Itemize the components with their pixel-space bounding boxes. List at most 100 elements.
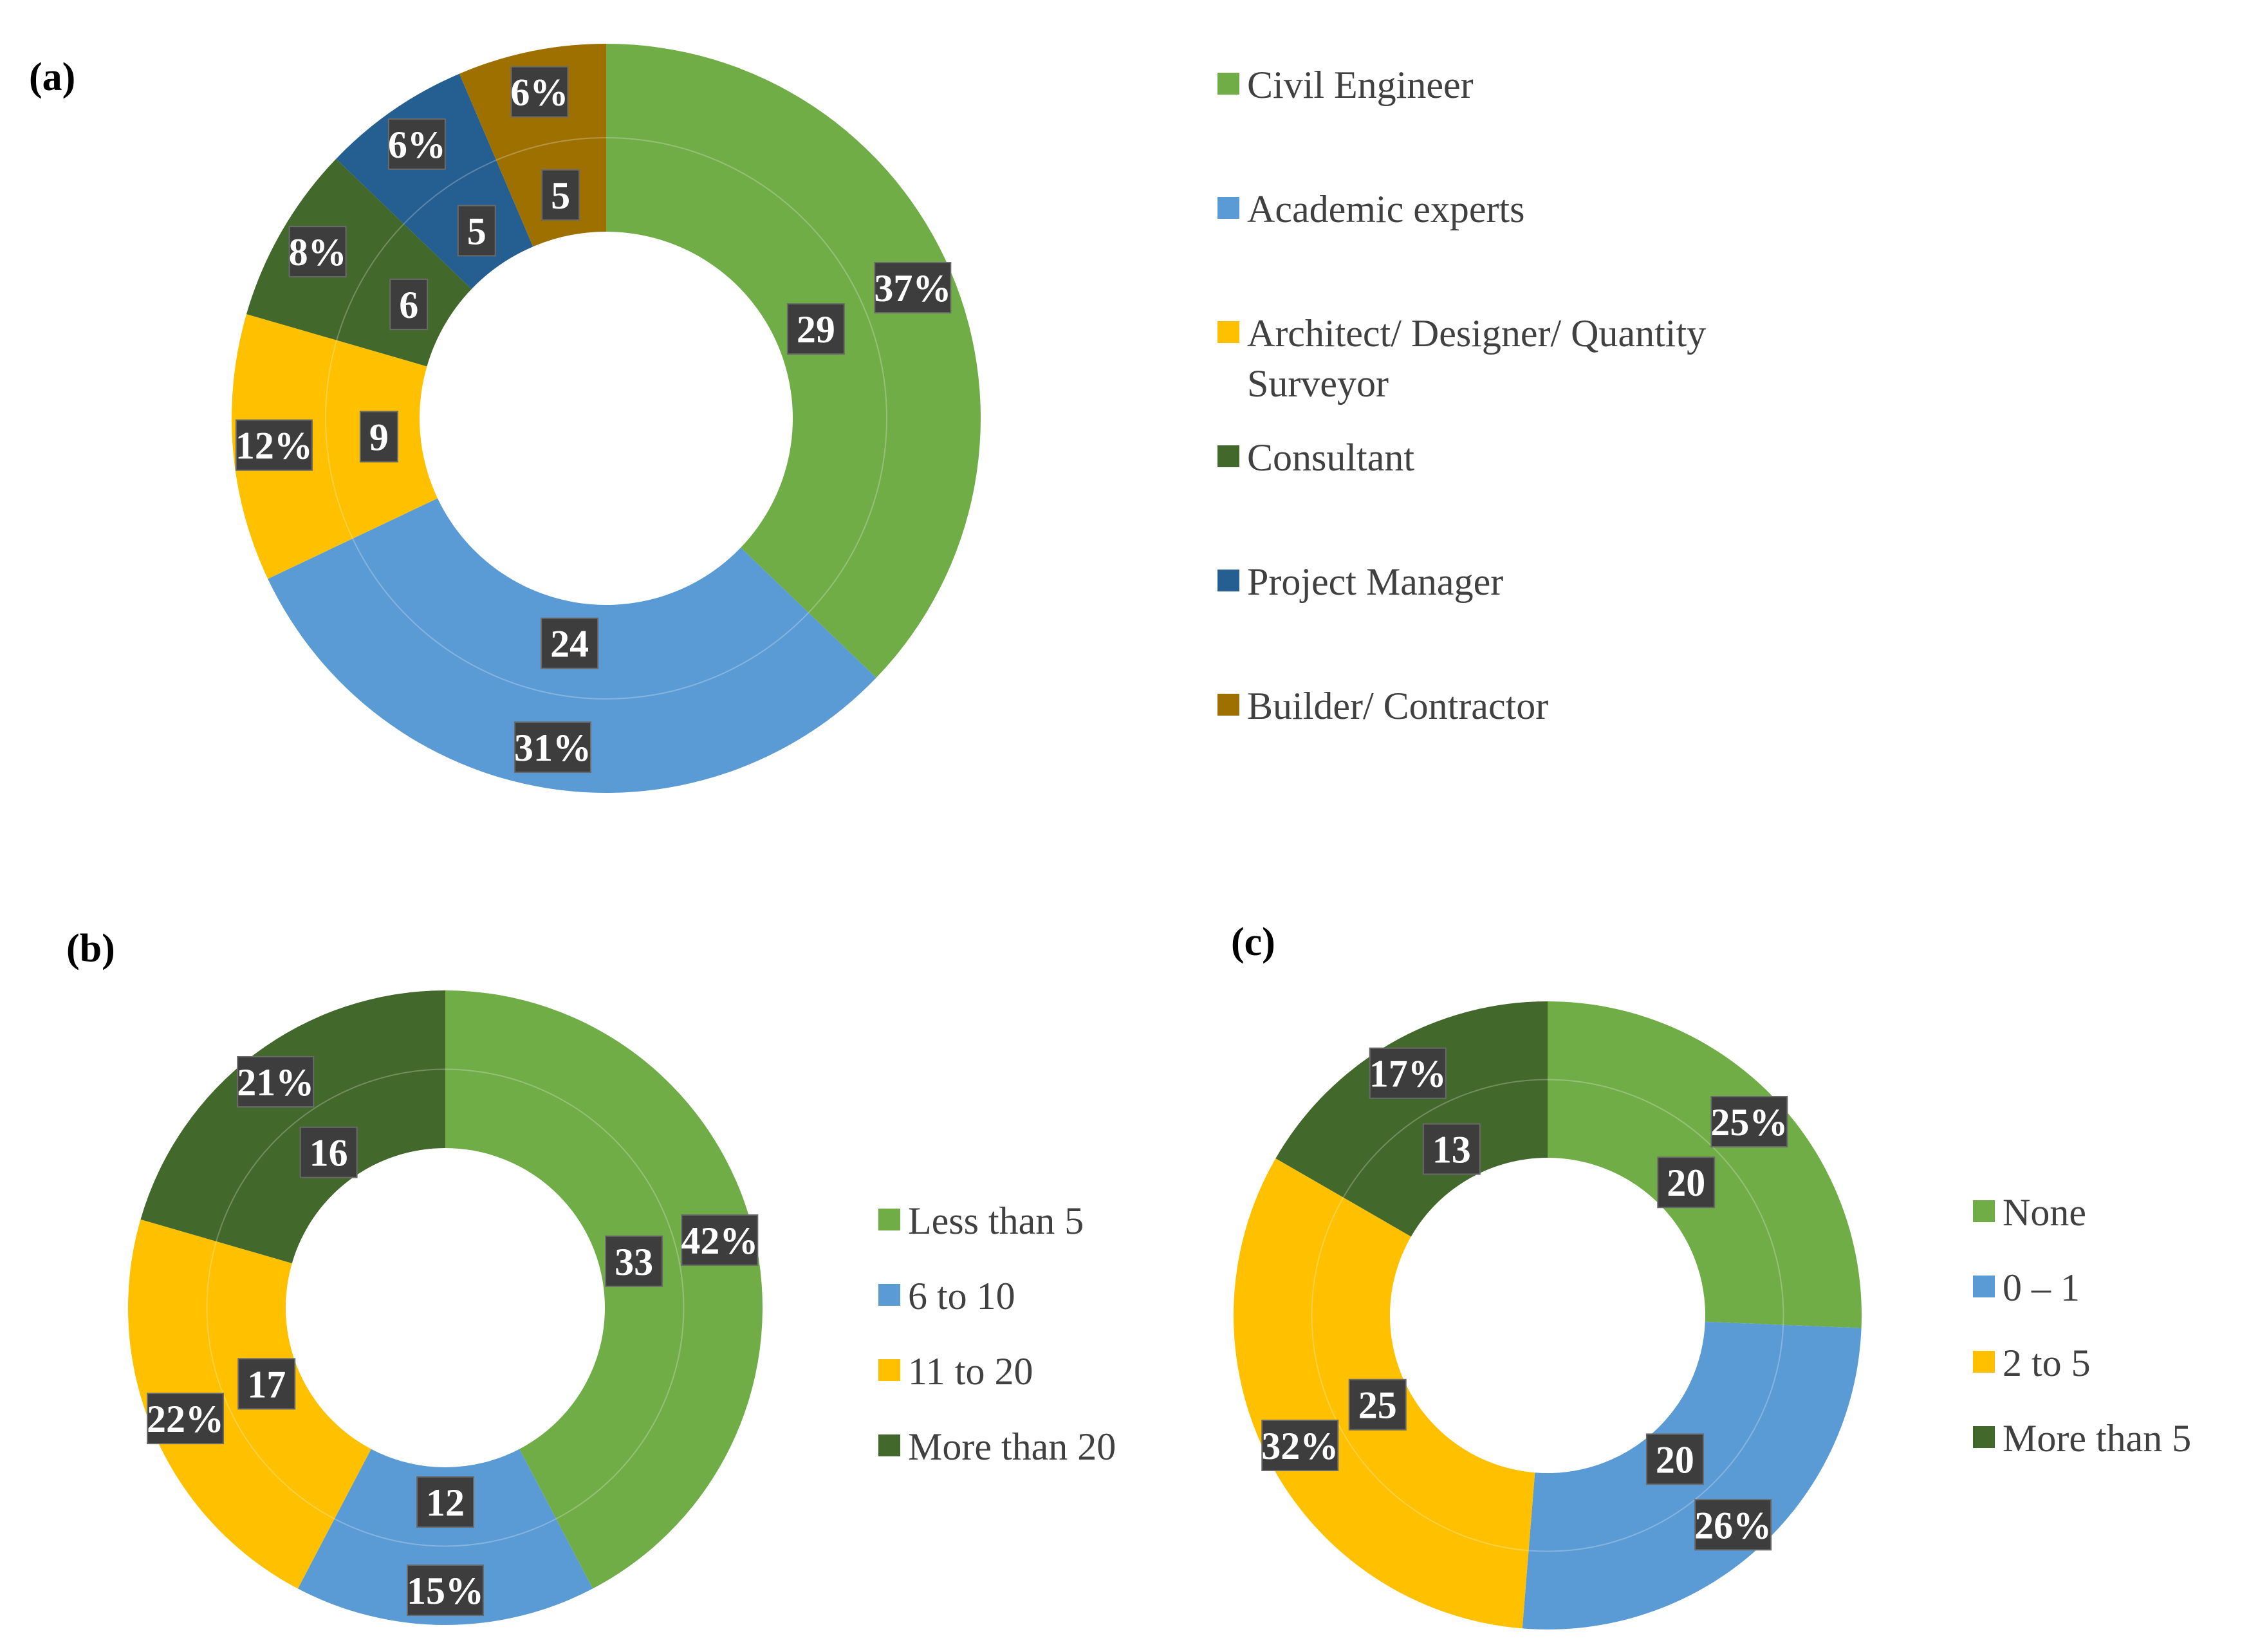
value-label: 12: [416, 1476, 474, 1528]
value-label-box: [457, 205, 496, 257]
series-divider-ring: [206, 1068, 685, 1547]
legend-label: 6 to 10: [908, 1275, 1015, 1317]
percent-label: 37%: [874, 262, 952, 314]
value-label: 20: [1645, 1433, 1704, 1485]
legend-swatch: [1217, 445, 1239, 467]
percent-label-text: 6%: [510, 71, 568, 114]
value-label: 17: [237, 1358, 296, 1410]
panel-label: (c): [1231, 920, 1275, 964]
value-label: 25: [1348, 1378, 1407, 1431]
legend-label: 2 to 5: [2003, 1342, 2091, 1384]
donut-chart-2: (b) 33 42% 12 15% 17 22% 16 21% Less than 5 6 to 1…: [66, 927, 1116, 1625]
value-label: 29: [786, 303, 845, 355]
percent-label-text: 17%: [1369, 1053, 1447, 1095]
value-label: 5: [457, 205, 496, 257]
legend-swatch: [1973, 1276, 1995, 1297]
percent-label-box: [1261, 1419, 1339, 1471]
panel-label: (a): [29, 55, 75, 99]
legend-label: Builder/ Contractor: [1247, 685, 1548, 727]
percent-label-box: [147, 1393, 225, 1445]
percent-label-box: [510, 66, 569, 118]
value-label-box: [389, 278, 429, 330]
legend-item: Project Manager: [1217, 561, 1503, 603]
percent-label: 6%: [387, 118, 446, 170]
percent-label: 15%: [407, 1564, 484, 1617]
legend-item: More than 20: [878, 1425, 1116, 1468]
value-label-box: [1657, 1156, 1716, 1209]
legend-label: More than 5: [2003, 1417, 2191, 1460]
donut-data-labels: 29 37% 24 31% 9 12% 6 8% 5 6% 5 6%: [235, 66, 952, 774]
percent-label-text: 15%: [407, 1570, 484, 1612]
legend-item: More than 5: [1973, 1417, 2191, 1460]
legend-label: Civil Engineer: [1247, 64, 1474, 106]
legend-swatch: [878, 1284, 900, 1306]
legend-label: Surveyor: [1247, 362, 1389, 405]
legend: Less than 5 6 to 10 11 to 20 More than 20: [878, 1200, 1116, 1468]
legend-swatch: [878, 1209, 900, 1230]
value-label-box: [541, 617, 599, 669]
value-label-text: 25: [1358, 1384, 1397, 1427]
value-label: 24: [541, 617, 599, 669]
percent-label: 32%: [1261, 1419, 1339, 1471]
value-label-box: [299, 1126, 358, 1178]
legend-label: Consultant: [1247, 436, 1414, 479]
value-label-text: 17: [247, 1363, 286, 1406]
legend-item: Builder/ Contractor: [1217, 685, 1548, 727]
value-label-box: [1422, 1123, 1481, 1175]
percent-label-text: 21%: [237, 1061, 314, 1104]
value-label-box: [359, 411, 398, 463]
percent-label-text: 22%: [147, 1398, 224, 1440]
donut-chart-1: (a) 29 37% 24 31% 9 12% 6 8% 5 6% 5 6% Civil Engineer…: [29, 44, 1706, 794]
percent-label: 22%: [147, 1393, 225, 1445]
value-label-box: [786, 303, 845, 355]
legend-label: Architect/ Designer/ Quantity: [1247, 312, 1706, 355]
legend-label: None: [2003, 1191, 2086, 1234]
percent-label-text: 6%: [388, 124, 446, 166]
percent-label: 8%: [288, 226, 347, 278]
percent-label: 26%: [1694, 1499, 1772, 1551]
legend-swatch: [878, 1359, 900, 1381]
percent-label: 25%: [1710, 1095, 1788, 1147]
percent-label-text: 25%: [1710, 1101, 1788, 1144]
percent-label-box: [874, 262, 952, 314]
percent-label-text: 31%: [514, 727, 591, 769]
percent-label-box: [288, 226, 347, 278]
series-divider-ring: [325, 137, 887, 700]
value-label-box: [237, 1358, 296, 1410]
value-label-text: 12: [426, 1481, 465, 1524]
donut-slice: [297, 1449, 593, 1625]
value-label: 13: [1422, 1123, 1481, 1175]
value-label-box: [1348, 1378, 1407, 1431]
value-label-box: [605, 1235, 663, 1287]
legend-item: Consultant: [1217, 436, 1414, 479]
value-label-text: 13: [1432, 1129, 1471, 1171]
value-label-text: 33: [615, 1241, 653, 1283]
percent-label-box: [1694, 1499, 1772, 1551]
donut-slice: [231, 314, 438, 579]
percent-label: 6%: [510, 66, 569, 118]
percent-label-text: 26%: [1694, 1504, 1772, 1546]
percent-label-box: [237, 1055, 315, 1108]
legend-item: 0 – 1: [1973, 1267, 2080, 1309]
percent-label-text: 12%: [236, 425, 313, 467]
donut-slices: [231, 44, 981, 794]
legend-label: More than 20: [908, 1425, 1116, 1468]
legend-item: Less than 5: [878, 1200, 1084, 1242]
legend-item: 11 to 20: [878, 1350, 1033, 1393]
value-label-text: 5: [467, 210, 486, 252]
donut-slice: [445, 990, 763, 1589]
value-label-text: 20: [1656, 1438, 1694, 1481]
percent-label-text: 8%: [289, 231, 347, 274]
donut-data-labels: 33 42% 12 15% 17 22% 16 21%: [147, 1055, 759, 1617]
legend-label: 0 – 1: [2003, 1267, 2080, 1309]
percent-label-box: [514, 721, 591, 774]
donut-slice: [1275, 1001, 1548, 1237]
value-label-box: [416, 1476, 474, 1528]
legend-swatch: [1973, 1200, 1995, 1222]
legend-item: Academic experts: [1217, 188, 1524, 230]
value-label-text: 29: [797, 308, 835, 351]
percent-label-box: [1710, 1095, 1788, 1147]
percent-label-box: [681, 1214, 759, 1266]
